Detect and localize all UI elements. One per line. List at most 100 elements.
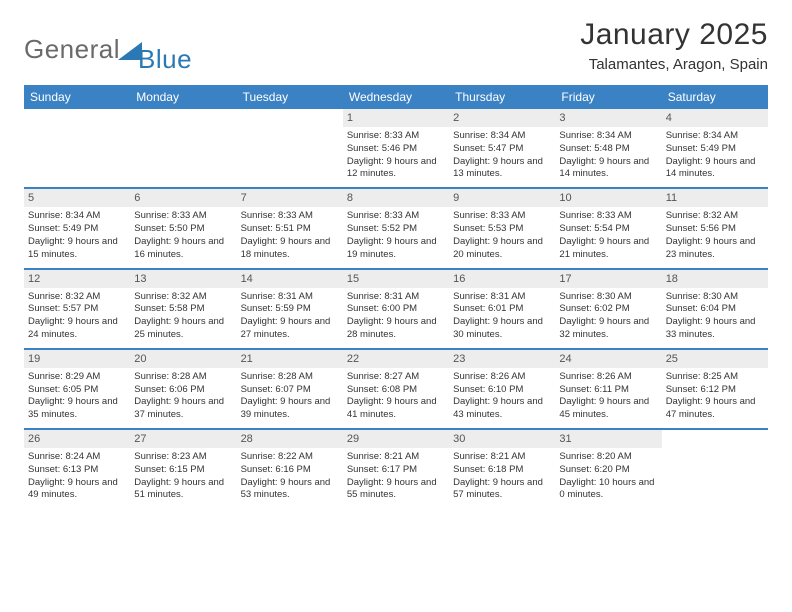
day-header: Wednesday	[343, 85, 449, 109]
calendar-day-cell: 29Sunrise: 8:21 AMSunset: 6:17 PMDayligh…	[343, 429, 449, 508]
calendar-day-cell: 8 Sunrise: 8:33 AMSunset: 5:52 PMDaylight…	[343, 188, 449, 268]
daylight-line: Daylight: 9 hours and 43 minutes.	[453, 396, 551, 422]
day-number: 18	[662, 270, 768, 288]
sunset-line: Sunset: 6:15 PM	[134, 464, 232, 477]
daylight-line: Daylight: 9 hours and 41 minutes.	[347, 396, 445, 422]
daylight-line: Daylight: 9 hours and 20 minutes.	[453, 236, 551, 262]
daylight-line: Daylight: 9 hours and 18 minutes.	[241, 236, 339, 262]
sunrise-line: Sunrise: 8:33 AM	[347, 210, 445, 223]
page-title: January 2025	[580, 18, 768, 52]
sunrise-line: Sunrise: 8:33 AM	[347, 130, 445, 143]
day-number: 11	[662, 189, 768, 207]
calendar-empty-cell	[237, 109, 343, 188]
calendar-day-cell: 21Sunrise: 8:28 AMSunset: 6:07 PMDayligh…	[237, 349, 343, 429]
calendar-empty-cell	[130, 109, 236, 188]
sunset-line: Sunset: 6:13 PM	[28, 464, 126, 477]
sunset-line: Sunset: 5:57 PM	[28, 303, 126, 316]
sunset-line: Sunset: 5:58 PM	[134, 303, 232, 316]
sunset-line: Sunset: 6:02 PM	[559, 303, 657, 316]
day-number: 10	[555, 189, 661, 207]
sunrise-line: Sunrise: 8:32 AM	[666, 210, 764, 223]
calendar-empty-cell	[662, 429, 768, 508]
day-number: 1	[343, 109, 449, 127]
day-number: 26	[24, 430, 130, 448]
daylight-line: Daylight: 10 hours and 0 minutes.	[559, 477, 657, 503]
calendar-page: General Blue January 2025 Talamantes, Ar…	[0, 0, 792, 518]
sunset-line: Sunset: 5:47 PM	[453, 143, 551, 156]
sunrise-line: Sunrise: 8:34 AM	[559, 130, 657, 143]
daylight-line: Daylight: 9 hours and 12 minutes.	[347, 156, 445, 182]
day-header: Monday	[130, 85, 236, 109]
sunset-line: Sunset: 6:11 PM	[559, 384, 657, 397]
daylight-line: Daylight: 9 hours and 30 minutes.	[453, 316, 551, 342]
day-number: 27	[130, 430, 236, 448]
calendar-day-cell: 2Sunrise: 8:34 AMSunset: 5:47 PMDaylight…	[449, 109, 555, 188]
day-number: 30	[449, 430, 555, 448]
day-number: 22	[343, 350, 449, 368]
calendar-week-row: 19Sunrise: 8:29 AMSunset: 6:05 PMDayligh…	[24, 349, 768, 429]
logo-word-2: Blue	[138, 44, 192, 75]
calendar-day-cell: 22Sunrise: 8:27 AMSunset: 6:08 PMDayligh…	[343, 349, 449, 429]
sunrise-line: Sunrise: 8:22 AM	[241, 451, 339, 464]
sunrise-line: Sunrise: 8:28 AM	[134, 371, 232, 384]
daylight-line: Daylight: 9 hours and 27 minutes.	[241, 316, 339, 342]
daylight-line: Daylight: 9 hours and 14 minutes.	[666, 156, 764, 182]
header-right: January 2025 Talamantes, Aragon, Spain	[580, 18, 768, 73]
sunset-line: Sunset: 5:59 PM	[241, 303, 339, 316]
sunset-line: Sunset: 6:06 PM	[134, 384, 232, 397]
calendar-day-cell: 31Sunrise: 8:20 AMSunset: 6:20 PMDayligh…	[555, 429, 661, 508]
calendar-week-row: 12Sunrise: 8:32 AMSunset: 5:57 PMDayligh…	[24, 269, 768, 349]
calendar-day-cell: 23Sunrise: 8:26 AMSunset: 6:10 PMDayligh…	[449, 349, 555, 429]
day-number: 8	[343, 189, 449, 207]
daylight-line: Daylight: 9 hours and 32 minutes.	[559, 316, 657, 342]
sunset-line: Sunset: 6:04 PM	[666, 303, 764, 316]
sunset-line: Sunset: 6:20 PM	[559, 464, 657, 477]
sunrise-line: Sunrise: 8:25 AM	[666, 371, 764, 384]
calendar-day-cell: 1 Sunrise: 8:33 AMSunset: 5:46 PMDaylight…	[343, 109, 449, 188]
calendar-body: 1Sunrise: 8:33 AMSunset: 5:46 PMDaylight…	[24, 109, 768, 508]
sunrise-line: Sunrise: 8:33 AM	[453, 210, 551, 223]
daylight-line: Daylight: 9 hours and 21 minutes.	[559, 236, 657, 262]
sunset-line: Sunset: 5:49 PM	[666, 143, 764, 156]
day-number: 19	[24, 350, 130, 368]
day-number: 4	[662, 109, 768, 127]
sunrise-line: Sunrise: 8:26 AM	[453, 371, 551, 384]
day-number: 2	[449, 109, 555, 127]
daylight-line: Daylight: 9 hours and 15 minutes.	[28, 236, 126, 262]
sunset-line: Sunset: 5:48 PM	[559, 143, 657, 156]
daylight-line: Daylight: 9 hours and 35 minutes.	[28, 396, 126, 422]
calendar-day-cell: 20Sunrise: 8:28 AMSunset: 6:06 PMDayligh…	[130, 349, 236, 429]
daylight-line: Daylight: 9 hours and 25 minutes.	[134, 316, 232, 342]
daylight-line: Daylight: 9 hours and 33 minutes.	[666, 316, 764, 342]
sunset-line: Sunset: 6:00 PM	[347, 303, 445, 316]
day-header: Tuesday	[237, 85, 343, 109]
sunset-line: Sunset: 5:52 PM	[347, 223, 445, 236]
calendar-day-cell: 4Sunrise: 8:34 AMSunset: 5:49 PMDaylight…	[662, 109, 768, 188]
sunset-line: Sunset: 6:12 PM	[666, 384, 764, 397]
sunrise-line: Sunrise: 8:33 AM	[134, 210, 232, 223]
daylight-line: Daylight: 9 hours and 19 minutes.	[347, 236, 445, 262]
calendar-day-cell: 9Sunrise: 8:33 AMSunset: 5:53 PMDaylight…	[449, 188, 555, 268]
sunset-line: Sunset: 5:46 PM	[347, 143, 445, 156]
daylight-line: Daylight: 9 hours and 28 minutes.	[347, 316, 445, 342]
calendar-day-cell: 30Sunrise: 8:21 AMSunset: 6:18 PMDayligh…	[449, 429, 555, 508]
day-number: 6	[130, 189, 236, 207]
calendar-day-cell: 27Sunrise: 8:23 AMSunset: 6:15 PMDayligh…	[130, 429, 236, 508]
calendar-week-row: 1Sunrise: 8:33 AMSunset: 5:46 PMDaylight…	[24, 109, 768, 188]
sunrise-line: Sunrise: 8:32 AM	[28, 291, 126, 304]
calendar-day-cell: 18Sunrise: 8:30 AMSunset: 6:04 PMDayligh…	[662, 269, 768, 349]
calendar-day-cell: 26Sunrise: 8:24 AMSunset: 6:13 PMDayligh…	[24, 429, 130, 508]
day-number: 28	[237, 430, 343, 448]
day-number: 31	[555, 430, 661, 448]
sunrise-line: Sunrise: 8:33 AM	[559, 210, 657, 223]
daylight-line: Daylight: 9 hours and 49 minutes.	[28, 477, 126, 503]
day-number: 24	[555, 350, 661, 368]
calendar-day-cell: 13Sunrise: 8:32 AMSunset: 5:58 PMDayligh…	[130, 269, 236, 349]
sunrise-line: Sunrise: 8:28 AM	[241, 371, 339, 384]
day-number: 16	[449, 270, 555, 288]
sunset-line: Sunset: 6:16 PM	[241, 464, 339, 477]
sunrise-line: Sunrise: 8:30 AM	[559, 291, 657, 304]
calendar-day-cell: 12Sunrise: 8:32 AMSunset: 5:57 PMDayligh…	[24, 269, 130, 349]
sunset-line: Sunset: 6:07 PM	[241, 384, 339, 397]
sunrise-line: Sunrise: 8:21 AM	[453, 451, 551, 464]
